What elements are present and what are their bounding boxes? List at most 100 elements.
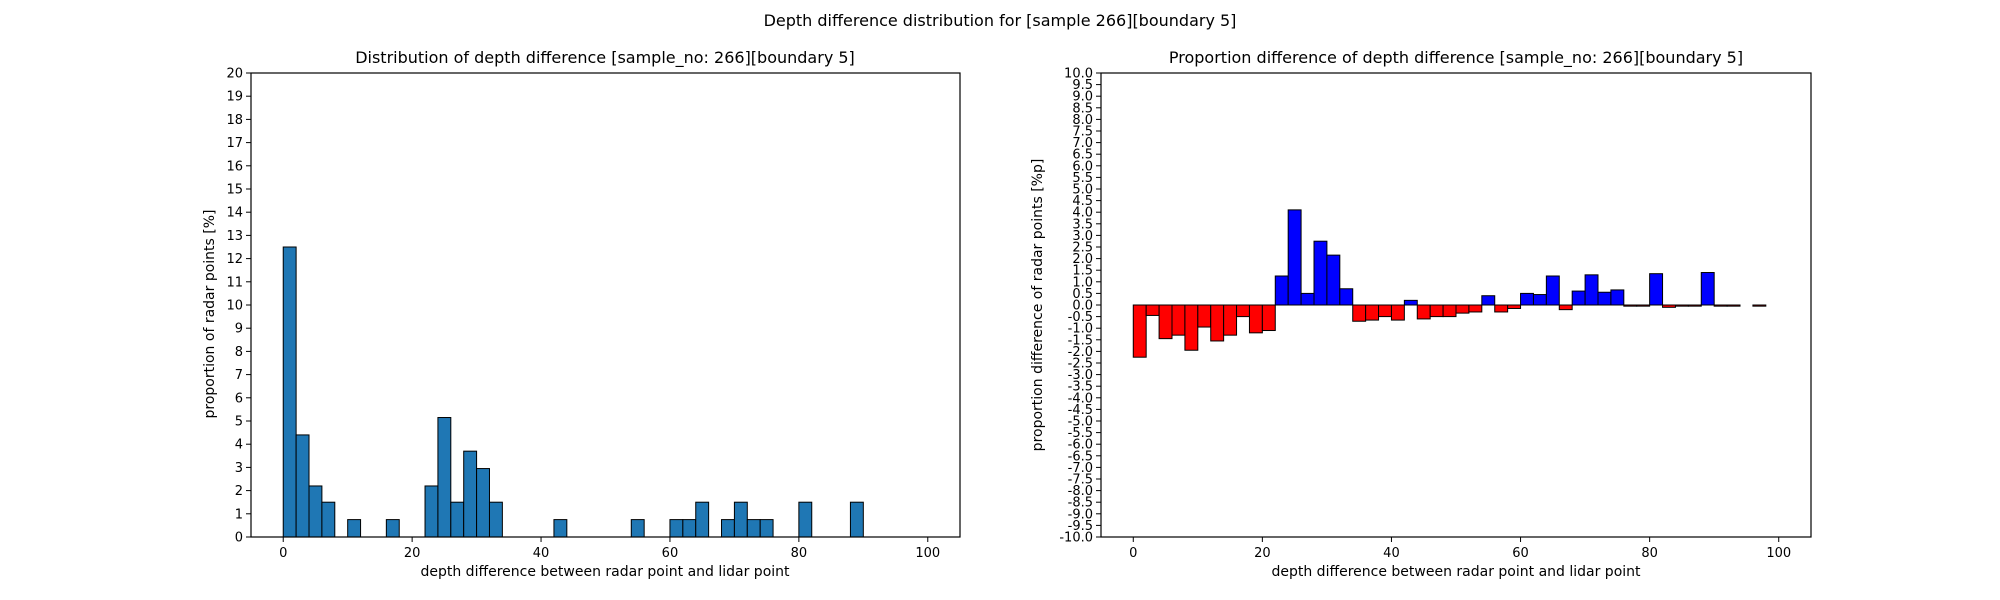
difference-bar bbox=[1339, 288, 1354, 306]
difference-bar bbox=[1390, 304, 1405, 321]
difference-x-tick-label: 80 bbox=[1641, 546, 1658, 561]
difference-bar bbox=[1261, 304, 1276, 332]
difference-bars bbox=[1132, 209, 1767, 358]
histogram-y-tick-label: 9 bbox=[235, 322, 243, 337]
difference-y-tick-label: 4.5 bbox=[1072, 194, 1093, 209]
difference-y-tick-label: -5.0 bbox=[1068, 415, 1093, 430]
histogram-bar bbox=[308, 485, 323, 538]
histogram-y-tick-label: 10 bbox=[226, 299, 243, 314]
difference-y-tick-label: -6.5 bbox=[1068, 449, 1093, 464]
difference-y-tick-label: 6.0 bbox=[1072, 159, 1093, 174]
difference-y-tick-label: 7.0 bbox=[1072, 136, 1093, 151]
histogram-bar bbox=[282, 246, 297, 538]
difference-bar bbox=[1313, 240, 1328, 306]
figure-suptitle: Depth difference distribution for [sampl… bbox=[764, 11, 1237, 30]
difference-y-tick-label: 5.5 bbox=[1072, 171, 1093, 186]
difference-y-tick-label: -4.5 bbox=[1068, 403, 1093, 418]
difference-bar bbox=[1416, 304, 1431, 320]
difference-bar bbox=[1442, 304, 1457, 318]
difference-y-tick-label: -6.0 bbox=[1068, 438, 1093, 453]
histogram-y-tick-label: 5 bbox=[235, 415, 243, 430]
difference-bar bbox=[1352, 304, 1367, 322]
difference-x-tick-label: 100 bbox=[1766, 546, 1791, 561]
difference-bar bbox=[1532, 294, 1547, 306]
histogram-y-tick-label: 1 bbox=[235, 507, 243, 522]
difference-y-tick-label: 6.5 bbox=[1072, 148, 1093, 163]
difference-y-tick-label: -10.0 bbox=[1059, 531, 1093, 546]
difference-bar bbox=[1494, 304, 1509, 313]
difference-x-axis-label: depth difference between radar point and… bbox=[1271, 564, 1641, 580]
difference-y-tick-label: 7.5 bbox=[1072, 125, 1093, 140]
difference-title: Proportion difference of depth differenc… bbox=[1169, 48, 1743, 68]
histogram-x-tick-label: 80 bbox=[791, 546, 808, 561]
histogram-y-tick-label: 17 bbox=[226, 136, 243, 151]
difference-bar bbox=[1429, 304, 1444, 318]
histogram-y-axis-label: proportion of radar points [%] bbox=[202, 209, 218, 418]
histogram-bar bbox=[295, 434, 310, 538]
histogram-bar bbox=[385, 519, 400, 538]
histogram-bar bbox=[630, 519, 645, 538]
difference-y-tick-label: 10.0 bbox=[1064, 67, 1093, 82]
histogram-bar bbox=[347, 519, 362, 538]
difference-x-tick-label: 0 bbox=[1129, 546, 1137, 561]
difference-y-tick-label: 2.0 bbox=[1072, 252, 1093, 267]
difference-bar bbox=[1649, 273, 1664, 306]
histogram-bar bbox=[463, 450, 478, 538]
histogram-y-tick-label: 14 bbox=[226, 206, 243, 221]
difference-bar bbox=[1248, 304, 1263, 334]
difference-bar bbox=[1132, 304, 1147, 358]
histogram-bar bbox=[682, 519, 697, 538]
difference-bar bbox=[1378, 304, 1392, 318]
difference-bar bbox=[1455, 304, 1470, 314]
difference-bar bbox=[1223, 304, 1238, 336]
histogram-y-tick-label: 20 bbox=[226, 67, 243, 82]
histogram-bar bbox=[759, 519, 774, 538]
difference-y-tick-label: 3.5 bbox=[1072, 217, 1093, 232]
difference-bar bbox=[1468, 304, 1483, 313]
histogram-y-tick-label: 18 bbox=[226, 113, 243, 128]
difference-bar bbox=[1274, 275, 1289, 306]
difference-chart: Proportion difference of depth differenc… bbox=[1030, 48, 1812, 580]
difference-bar bbox=[1171, 304, 1186, 336]
histogram-y-tick-label: 0 bbox=[235, 531, 243, 546]
difference-y-tick-label: -5.5 bbox=[1068, 426, 1093, 441]
histogram-title: Distribution of depth difference [sample… bbox=[355, 48, 855, 68]
difference-bar bbox=[1713, 304, 1728, 307]
histogram-bar bbox=[798, 501, 813, 538]
difference-bar bbox=[1597, 291, 1612, 306]
histogram-bar bbox=[553, 519, 568, 538]
histogram-y-tick-label: 6 bbox=[235, 391, 243, 406]
difference-bar bbox=[1197, 304, 1212, 328]
difference-y-tick-label: -1.5 bbox=[1068, 333, 1093, 348]
difference-y-tick-label: -7.0 bbox=[1068, 461, 1093, 476]
difference-bar bbox=[1700, 272, 1715, 306]
histogram-plot-frame bbox=[250, 72, 961, 538]
difference-y-tick-label: 1.0 bbox=[1072, 275, 1093, 290]
difference-bar bbox=[1571, 290, 1586, 306]
difference-bar bbox=[1726, 304, 1741, 307]
histogram-bar bbox=[721, 519, 735, 538]
difference-plot-frame bbox=[1100, 72, 1812, 538]
difference-bar bbox=[1507, 304, 1522, 309]
histogram-x-tick-label: 100 bbox=[915, 546, 940, 561]
difference-y-tick-label: -9.5 bbox=[1068, 519, 1093, 534]
histogram-y-tick-label: 15 bbox=[226, 183, 243, 198]
histogram-y-tick-label: 3 bbox=[235, 461, 243, 476]
difference-y-tick-label: -2.5 bbox=[1068, 357, 1093, 372]
difference-y-tick-label: -0.5 bbox=[1068, 310, 1093, 325]
histogram-bar bbox=[733, 501, 748, 538]
difference-y-tick-label: -1.0 bbox=[1068, 322, 1093, 337]
difference-bar bbox=[1210, 304, 1225, 342]
difference-y-tick-label: 1.5 bbox=[1072, 264, 1093, 279]
histogram-y-tick-label: 16 bbox=[226, 159, 243, 174]
difference-y-tick-label: 4.0 bbox=[1072, 206, 1093, 221]
difference-y-tick-label: -9.0 bbox=[1068, 507, 1093, 522]
histogram-y-tick-label: 13 bbox=[226, 229, 243, 244]
histogram-ticks: 0 20 40 60 80 1000123456789101112131415161718… bbox=[226, 67, 940, 562]
histogram-y-tick-label: 4 bbox=[235, 438, 243, 453]
histogram-x-tick-label: 60 bbox=[662, 546, 679, 561]
difference-bar bbox=[1326, 254, 1341, 306]
histogram-y-tick-label: 12 bbox=[226, 252, 243, 267]
